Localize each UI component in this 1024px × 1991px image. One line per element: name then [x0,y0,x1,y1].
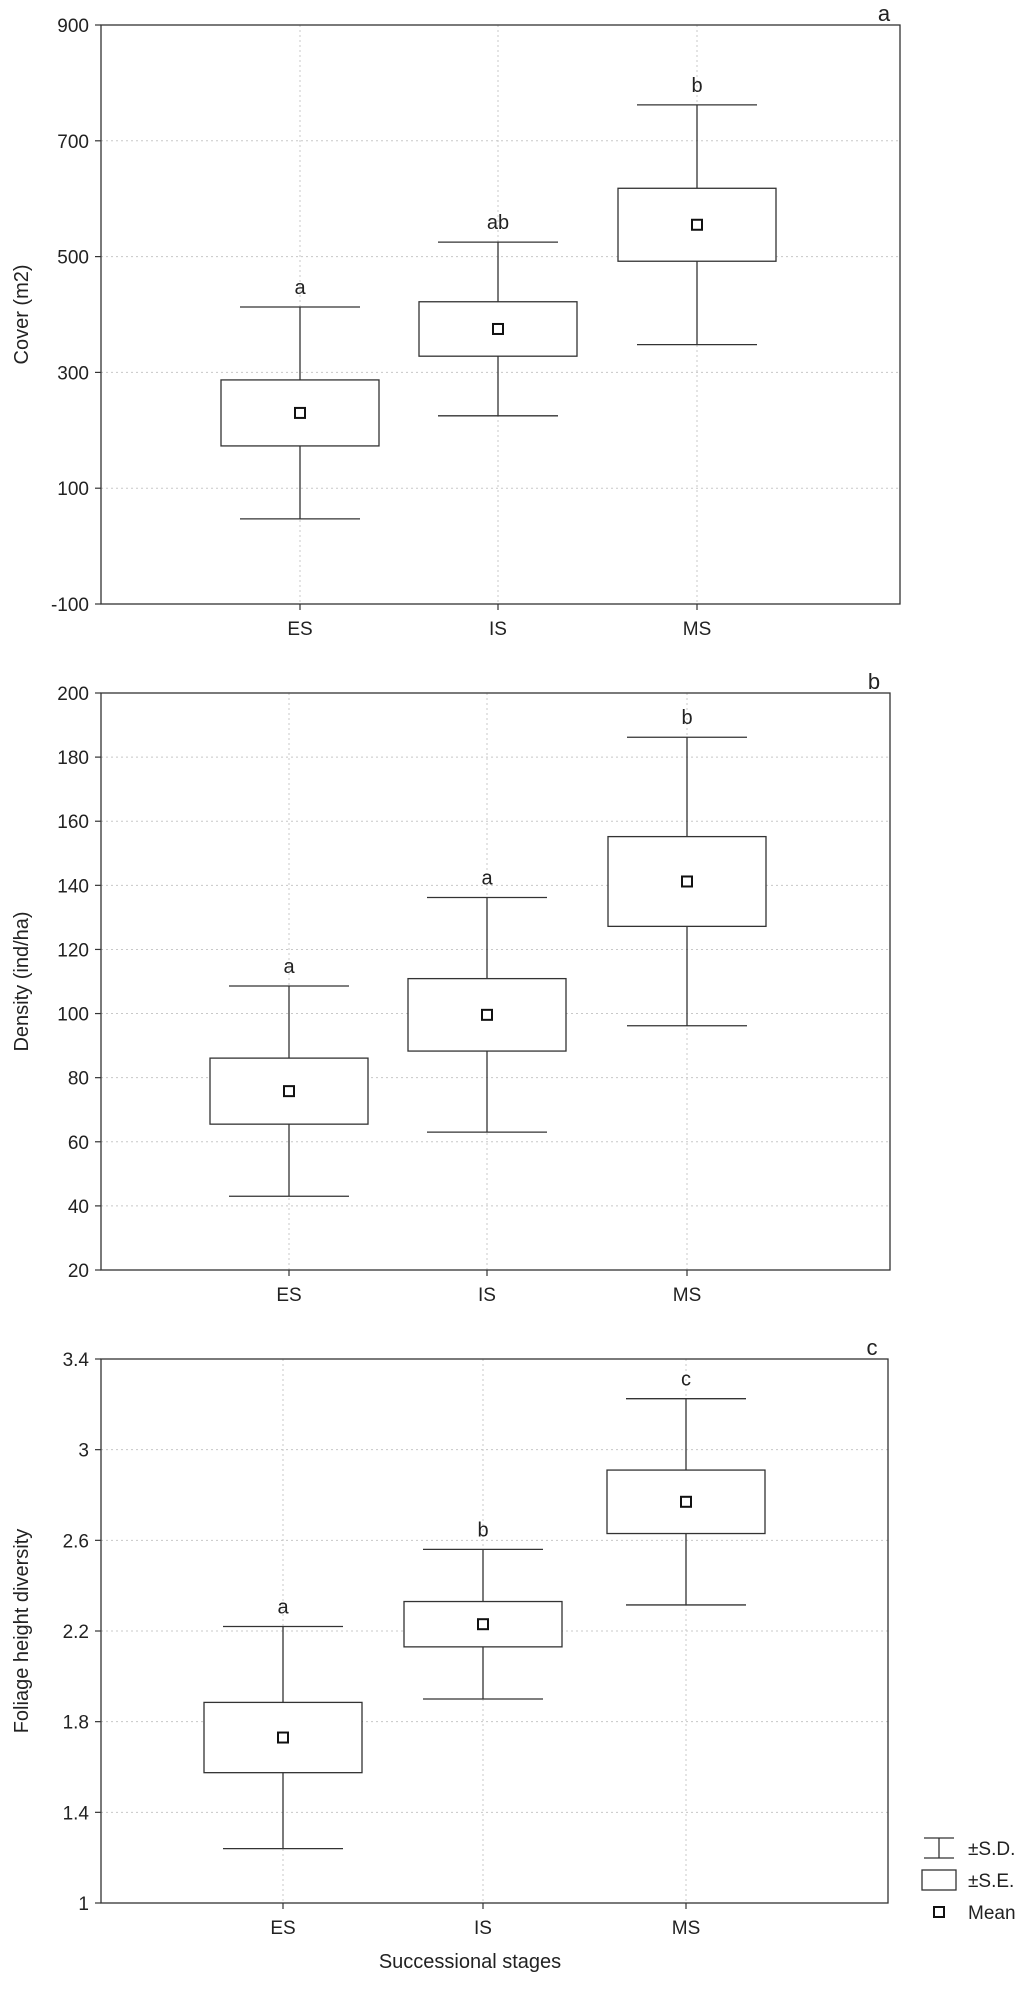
legend-item-mean: Mean [933,1903,1016,1924]
mean-marker [492,322,504,335]
y-tick-label: 160 [57,812,89,833]
x-tick-label-es: ES [276,1285,301,1306]
y-tick-label: 3.4 [63,1350,90,1371]
y-axis-title: Foliage height diversity [11,1529,33,1734]
legend-label: Mean [968,1903,1016,1924]
x-tick-label-ms: MS [683,619,712,640]
boxplot-es: a [209,956,369,1197]
significance-letter: a [283,956,295,978]
boxplot-ms: b [617,75,777,346]
x-tick-label-is: IS [489,619,507,640]
panel-label: b [868,669,880,694]
y-tick-label: 700 [57,132,89,153]
legend-item-sd: ±S.D. [924,1837,1015,1860]
significance-letter: b [477,1519,488,1541]
x-tick-label-ms: MS [673,1285,702,1306]
plot-frame [100,692,891,1271]
y-tick-label: 1.8 [63,1713,89,1734]
boxplot-es: a [220,277,380,520]
chart-panel-c: 1 1.4 1.8 2.2 2.6 3 3.4 ES IS MS Foliage height di… [11,1335,889,1939]
x-tick-label-es: ES [287,619,312,640]
boxplot-ms: b [607,707,767,1027]
y-tick-label: 1 [78,1894,89,1915]
x-tick-label-ms: MS [672,1918,701,1939]
y-tick-label: 120 [57,940,89,961]
x-tick-label-es: ES [270,1918,295,1939]
legend-item-se: ±S.E. [921,1869,1014,1892]
legend: ±S.D. ±S.E. Mean [921,1837,1016,1924]
y-tick-label: 80 [68,1069,89,1090]
significance-letter: a [294,277,306,299]
boxplot-es: a [203,1596,363,1850]
significance-letter: ab [487,212,509,234]
mean-marker [481,1008,493,1021]
legend-mean-swatch [933,1906,945,1918]
y-tick-label: 900 [57,16,89,37]
y-tick-label: 500 [57,248,89,269]
x-axis-title: Successional stages [379,1951,561,1973]
y-tick-label: 300 [57,363,89,384]
y-axis-title: Cover (m2) [11,264,33,364]
mean-marker [681,875,693,888]
mean-marker [277,1731,289,1744]
mean-marker [691,218,703,231]
significance-letter: a [481,868,493,890]
chart-panel-a: -100 100 300 500 700 900 ES IS MS Cover (m2) a a ab b [11,1,901,640]
se-box [617,187,777,262]
mean-marker [294,406,306,419]
plot-frame [100,24,901,605]
boxplot-is: ab [418,212,578,417]
y-tick-label: 100 [57,479,89,500]
boxplot-ms: c [606,1369,766,1606]
y-tick-label: 40 [68,1197,89,1218]
panel-label: c [867,1335,878,1360]
significance-letter: b [691,75,702,97]
y-tick-label: 60 [68,1133,89,1154]
mean-marker [283,1085,295,1098]
mean-marker [477,1618,489,1631]
y-tick-label: 100 [57,1005,89,1026]
y-tick-label: 2.6 [63,1531,89,1552]
legend-label: ±S.D. [968,1839,1015,1860]
mean-marker [680,1495,692,1508]
boxplot-is: a [407,868,567,1133]
y-axis-title: Density (ind/ha) [11,911,33,1051]
legend-label: ±S.E. [968,1871,1014,1892]
significance-letter: c [681,1369,691,1391]
y-tick-label: 1.4 [63,1803,90,1824]
panel-label: a [878,1,891,26]
chart-panel-b: 20 40 60 80 100 120 140 160 180 200 ES IS MS Density … [11,669,891,1306]
x-tick-label-is: IS [478,1285,496,1306]
significance-letter: a [277,1596,289,1618]
y-tick-label: 2.2 [63,1622,89,1643]
x-tick-label-is: IS [474,1918,492,1939]
y-tick-label: 3 [78,1441,89,1462]
boxplot-is: b [403,1519,563,1700]
y-tick-label: 200 [57,684,89,705]
significance-letter: b [681,707,692,729]
legend-se-swatch [921,1869,957,1891]
y-tick-label: 180 [57,748,89,769]
y-tick-label: 20 [68,1261,89,1282]
y-tick-label: 140 [57,876,89,897]
y-tick-label: -100 [51,595,89,616]
